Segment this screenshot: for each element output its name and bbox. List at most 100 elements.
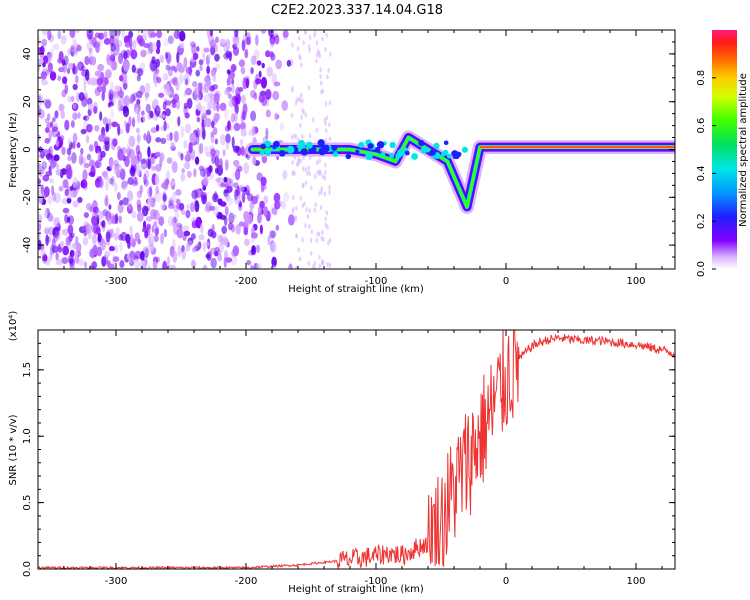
spectrogram-noise-blob [206, 30, 211, 39]
snr-x-tick-label: -300 [105, 576, 128, 587]
spectrogram-noise-blob [38, 36, 42, 45]
spectrogram-noise-blob [216, 102, 220, 112]
spectrogram-noise-blob [115, 226, 120, 235]
spectrogram-noise-blob [173, 130, 179, 143]
spectrogram-noise-blob [113, 165, 118, 174]
spectrogram-noise-blob [194, 156, 200, 165]
spectrogram-noise-blob [208, 165, 213, 173]
spectrogram-noise-blob [202, 241, 207, 252]
snr-x-tick-label: -100 [365, 576, 388, 587]
spectrogram-noise-blob [42, 174, 50, 182]
spectrogram-noise-blob [95, 226, 101, 235]
spectrogram-noise-blob [112, 38, 119, 45]
spectrogram-noise-blob [281, 100, 289, 111]
spectrogram-noise-blob [109, 228, 115, 238]
spectrogram-noise-blob [279, 122, 284, 131]
spectrogram-noise-blob [76, 44, 82, 52]
spectrogram-noise-blob [199, 168, 206, 178]
spectrogram-noise-blob [112, 138, 118, 147]
spectrogram-noise-blob [307, 85, 311, 91]
spectrogram-noise-blob [130, 157, 137, 166]
spectrogram-noise-blob [309, 237, 313, 243]
spectrogram-noise-blob [119, 75, 124, 82]
spectrogram-noise-blob [71, 152, 77, 164]
spectrogram-noise-blob [190, 201, 196, 213]
spectrogram-noise-blob [230, 113, 236, 123]
spectrogram-noise-blob [112, 256, 120, 263]
spectrogram-noise-blob [165, 170, 171, 180]
spectrogram-noise-blob [269, 38, 276, 48]
spectrogram-noise-blob [191, 43, 197, 55]
spectrogram-noise-blob [141, 160, 147, 167]
spectrogram-noise-blob [256, 263, 262, 269]
spectrogram-noise-blob [328, 238, 332, 244]
spectrogram-noise-blob [235, 86, 241, 99]
spectrogram-noise-blob [107, 217, 113, 225]
spectrogram-noise-blob [129, 259, 135, 267]
spectrogram-noise-blob [50, 159, 56, 169]
spectrogram-noise-blob [265, 109, 271, 118]
spectrogram-noise-blob [55, 168, 63, 176]
spectrogram-trace-blob [443, 140, 449, 146]
spectrogram-noise-blob [325, 32, 328, 38]
spectrogram-noise-blob [149, 59, 157, 72]
spectrogram-noise-blob [147, 264, 151, 269]
spectrogram-noise-blob [47, 62, 54, 73]
spectrogram-noise-blob [121, 182, 127, 189]
spectrogram-noise-blob [250, 248, 257, 256]
spectrogram-noise-blob [246, 260, 252, 266]
spectrogram-noise-blob [266, 66, 274, 77]
spectrogram-noise-blob [103, 77, 109, 85]
spectrogram-noise-blob [196, 101, 202, 112]
spectrogram-noise-blob [203, 176, 208, 185]
spectrogram-noise-blob [232, 145, 240, 153]
spectrogram-noise-blob [295, 161, 299, 167]
spectrogram-noise-blob [150, 127, 158, 134]
spectrogram-noise-blob [83, 212, 90, 219]
spectrogram-noise-blob [265, 88, 272, 100]
spectrogram-noise-blob [42, 62, 46, 68]
spectrogram-noise-blob [45, 127, 50, 133]
spectrogram-noise-blob [131, 210, 137, 219]
spectrogram-noise-blob [83, 261, 88, 269]
spectrogram-noise-blob [202, 264, 208, 269]
spectrogram-noise-blob [207, 101, 214, 111]
spectrogram-noise-blob [122, 82, 128, 90]
spectrogram-noise-blob [61, 34, 67, 41]
spectrogram-noise-blob [300, 92, 303, 98]
spectrogram-noise-blob [325, 115, 329, 121]
spectrogram-noise-blob [88, 171, 96, 177]
spectrogram-noise-blob [299, 97, 302, 103]
spectrogram-noise-blob [310, 185, 313, 191]
spectrogram-noise-blob [324, 222, 328, 228]
spectrogram-noise-blob [150, 199, 155, 208]
spectrogram-noise-blob [92, 245, 98, 256]
spectrogram-noise-blob [104, 194, 109, 207]
spectrogram-noise-blob [308, 171, 311, 177]
spectrogram-y-ticks: -40 -20 0 20 40 [22, 29, 675, 270]
spectrogram-noise-blob [89, 265, 95, 269]
spectrogram-noise-blob [318, 171, 321, 177]
spectrogram-noise-blob [304, 30, 307, 35]
spectrogram-noise-blob [137, 68, 144, 77]
spectrogram-noise-blob [155, 137, 162, 143]
spectrogram-y-tick-label: -40 [22, 237, 33, 253]
spectrogram-x-tick-label: 0 [503, 276, 509, 287]
spectrogram-noise-blob [170, 78, 177, 84]
spectrogram-noise-blob [320, 80, 323, 86]
spectrogram-noise-blob [136, 199, 142, 208]
spectrogram-noise-blob [60, 241, 65, 248]
spectrogram-noise-blob [139, 260, 146, 269]
spectrogram-noise-blob [113, 159, 119, 167]
spectrogram-noise-blob [42, 55, 49, 64]
spectrogram-noise-blob [237, 165, 243, 172]
spectrogram-noise-blob [75, 188, 79, 194]
spectrogram-noise-blob [118, 52, 124, 65]
spectrogram-noise-blob [44, 98, 52, 109]
spectrogram-noise-blob [244, 48, 249, 59]
spectrogram-noise-blob [38, 178, 42, 185]
spectrogram-noise-blob [321, 88, 325, 94]
spectrogram-noise-blob [190, 233, 196, 240]
spectrogram-noise-blob [273, 192, 281, 203]
spectrogram-noise-blob [38, 95, 42, 102]
